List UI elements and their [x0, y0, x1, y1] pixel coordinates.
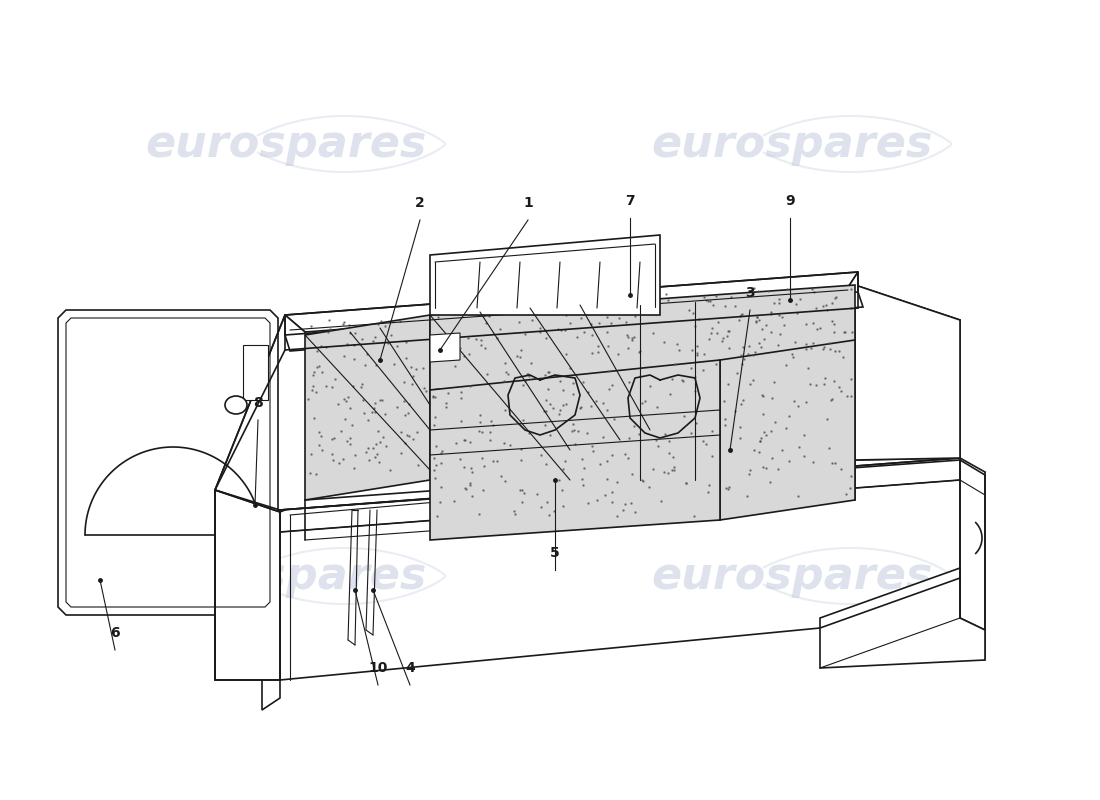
Text: 6: 6	[110, 626, 120, 640]
Text: 1: 1	[524, 196, 532, 210]
Polygon shape	[305, 315, 430, 500]
Polygon shape	[845, 272, 858, 310]
Polygon shape	[214, 490, 280, 680]
Text: 4: 4	[405, 661, 415, 675]
Text: eurospares: eurospares	[145, 122, 427, 166]
Ellipse shape	[226, 396, 248, 414]
Polygon shape	[855, 285, 960, 460]
Text: 3: 3	[745, 286, 755, 300]
Polygon shape	[430, 235, 660, 315]
Polygon shape	[285, 292, 864, 351]
Polygon shape	[280, 460, 960, 532]
Text: 8: 8	[253, 396, 263, 410]
Polygon shape	[262, 510, 280, 710]
Polygon shape	[58, 310, 278, 615]
Text: 2: 2	[415, 196, 425, 210]
Polygon shape	[960, 460, 984, 660]
Text: eurospares: eurospares	[145, 554, 427, 598]
Polygon shape	[720, 340, 855, 520]
Text: eurospares: eurospares	[651, 122, 933, 166]
Polygon shape	[820, 568, 984, 668]
Polygon shape	[430, 360, 720, 540]
Polygon shape	[430, 285, 855, 390]
Text: eurospares: eurospares	[651, 554, 933, 598]
Text: 9: 9	[785, 194, 795, 208]
Polygon shape	[243, 345, 268, 400]
Text: 7: 7	[625, 194, 635, 208]
Text: 5: 5	[550, 546, 560, 560]
Polygon shape	[430, 333, 460, 362]
Text: 10: 10	[368, 661, 387, 675]
Polygon shape	[285, 315, 305, 350]
Polygon shape	[285, 272, 858, 332]
